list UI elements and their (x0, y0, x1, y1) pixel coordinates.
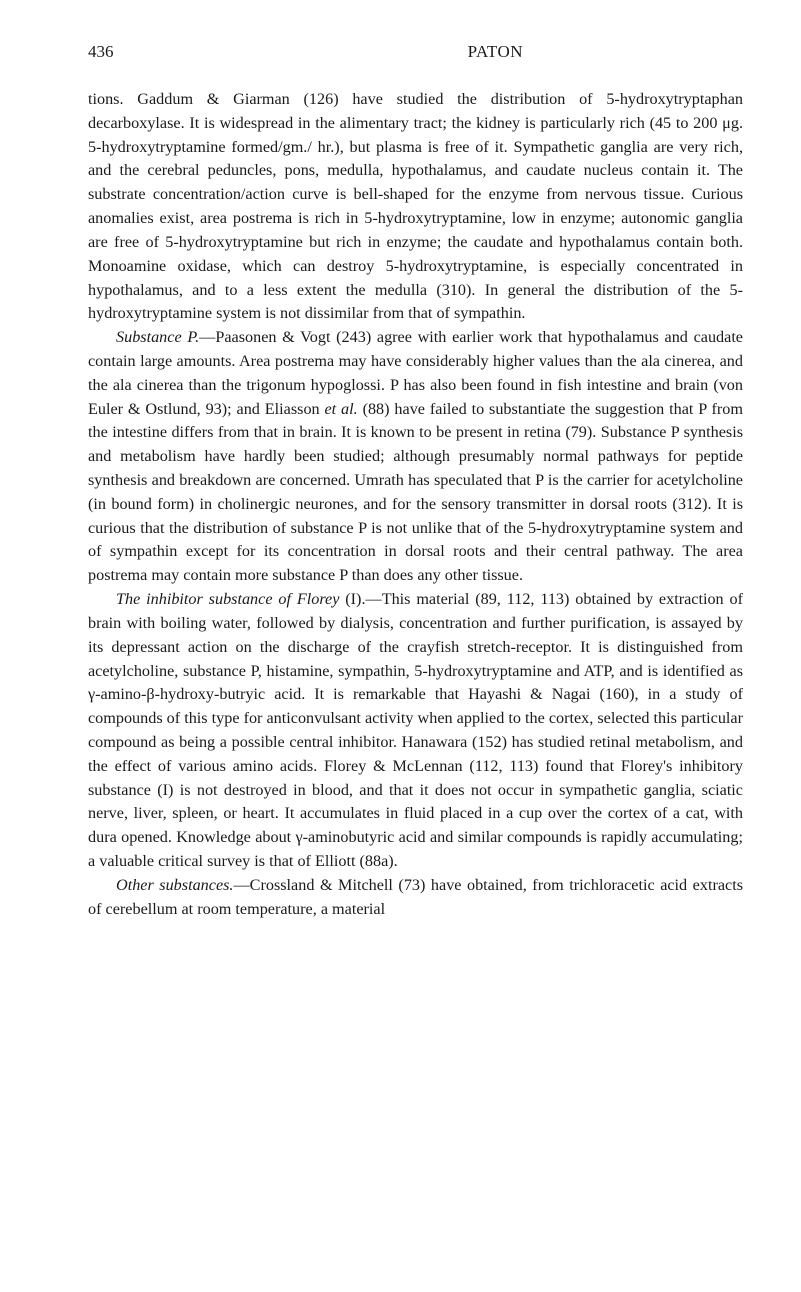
p4-label: Other substances. (116, 876, 233, 894)
p2-text2: (88) have failed to substantiate the sug… (88, 400, 743, 585)
p3-paren: (I). (339, 590, 365, 608)
p3-label: The inhibitor substance of Florey (116, 590, 339, 608)
running-head: PATON (468, 42, 523, 62)
paragraph-1: tions. Gaddum & Giarman (126) have studi… (88, 88, 743, 326)
body-text: tions. Gaddum & Giarman (126) have studi… (88, 88, 743, 921)
p1-text: tions. Gaddum & Giarman (126) have studi… (88, 90, 743, 322)
page-header: 436 PATON (88, 42, 743, 62)
p2-label: Substance P. (116, 328, 199, 346)
paragraph-3: The inhibitor substance of Florey (I).—T… (88, 588, 743, 874)
p3-text: —This material (89, 112, 113) ob­tained … (88, 590, 743, 870)
page-number: 436 (88, 42, 114, 62)
p2-etal: et al. (325, 400, 358, 418)
paragraph-4: Other substances.—Crossland & Mitchell (… (88, 874, 743, 922)
paragraph-2: Substance P.—Paasonen & Vogt (243) agree… (88, 326, 743, 588)
